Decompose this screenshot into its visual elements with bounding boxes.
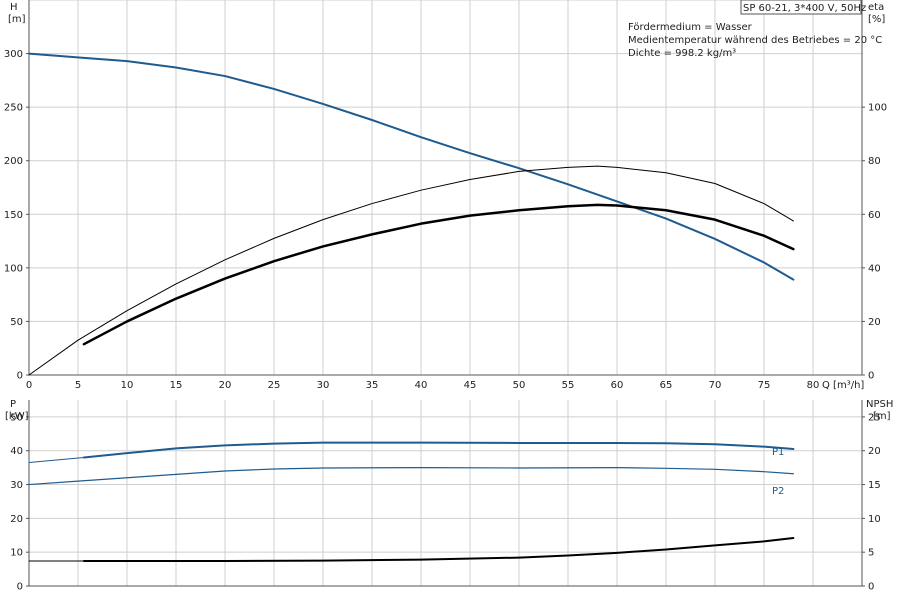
y-left-tick-label: 100 [4,263,23,274]
info-temperature: Medientemperatur während des Betriebes =… [628,35,882,46]
info-medium: Fördermedium = Wasser [628,22,753,33]
y-left-unit-top: [m] [8,14,26,25]
y-left-title-bottom: P [10,399,16,410]
x-tick-label: 10 [121,380,134,391]
series-line-0-2 [28,165,794,376]
x-axis-label: Q [m³/h] [822,380,864,391]
series-line-0-0 [28,52,795,281]
grid [28,0,862,587]
y-right-tick-label: 60 [868,210,881,221]
series-line-1-3 [82,536,795,562]
y-right-unit-top: [%] [868,14,885,25]
y-left-tick-label: 30 [10,480,23,491]
pump-name-box [740,0,862,15]
y-right-tick-label: 0 [868,371,874,382]
y-left-tick-label: 150 [4,210,23,221]
y-right-tick-label: 20 [868,446,881,457]
y-right-tick-label: 10 [868,514,881,525]
x-tick-label: 70 [709,380,722,391]
y-right-title-bottom: NPSH [866,399,893,410]
y-left-tick-label: 200 [4,156,23,167]
x-tick-label: 30 [317,380,330,391]
y-right-tick-label: 15 [868,480,881,491]
y-right-tick-label: 20 [868,317,881,328]
y-left-tick-label: 250 [4,103,23,114]
x-tick-label: 75 [758,380,771,391]
series-line-0-1 [82,203,795,346]
x-tick-label: 65 [660,380,673,391]
y-right-tick-label: 25 [868,412,881,423]
x-tick-label: 80 [807,380,820,391]
y-left-unit-bottom: [kW] [5,411,29,422]
x-tick-label: 45 [464,380,477,391]
info-density: Dichte = 998.2 kg/m³ [628,48,736,59]
y-right-tick-label: 80 [868,156,881,167]
y-left-tick-label: 40 [10,446,23,457]
y-right-title-top: eta [868,2,884,13]
y-right-tick-label: 0 [868,582,874,593]
y-left-tick-label: 50 [10,412,23,423]
series-line-1-1 [28,456,85,464]
x-tick-label: 20 [219,380,232,391]
x-tick-label: 35 [366,380,379,391]
x-tick-label: 40 [415,380,428,391]
y-left-tick-label: 300 [4,49,23,60]
y-right-unit-bottom: [m] [873,411,891,422]
y-right-tick-label: 100 [868,103,887,114]
series-label-p1: P1 [772,447,784,458]
x-tick-label: 60 [611,380,624,391]
y-left-tick-label: 10 [10,548,23,559]
series-line-1-2 [28,467,794,486]
y-left-tick-label: 0 [17,371,23,382]
x-tick-label: 55 [562,380,575,391]
y-right-tick-label: 40 [868,263,881,274]
y-left-tick-label: 20 [10,514,23,525]
pump-name: SP 60-21, 3*400 V, 50Hz [743,3,866,14]
series-label-p2: P2 [772,486,784,497]
series [28,52,795,562]
series-line-1-0 [82,441,795,459]
x-tick-label: 0 [26,380,32,391]
x-tick-label: 5 [75,380,81,391]
x-tick-label: 25 [268,380,281,391]
y-left-tick-label: 50 [10,317,23,328]
x-tick-label: 15 [170,380,183,391]
y-left-title-top: H [10,2,18,13]
y-left-tick-label: 0 [17,582,23,593]
axes [26,0,865,587]
x-tick-label: 50 [513,380,526,391]
y-right-tick-label: 5 [868,548,874,559]
